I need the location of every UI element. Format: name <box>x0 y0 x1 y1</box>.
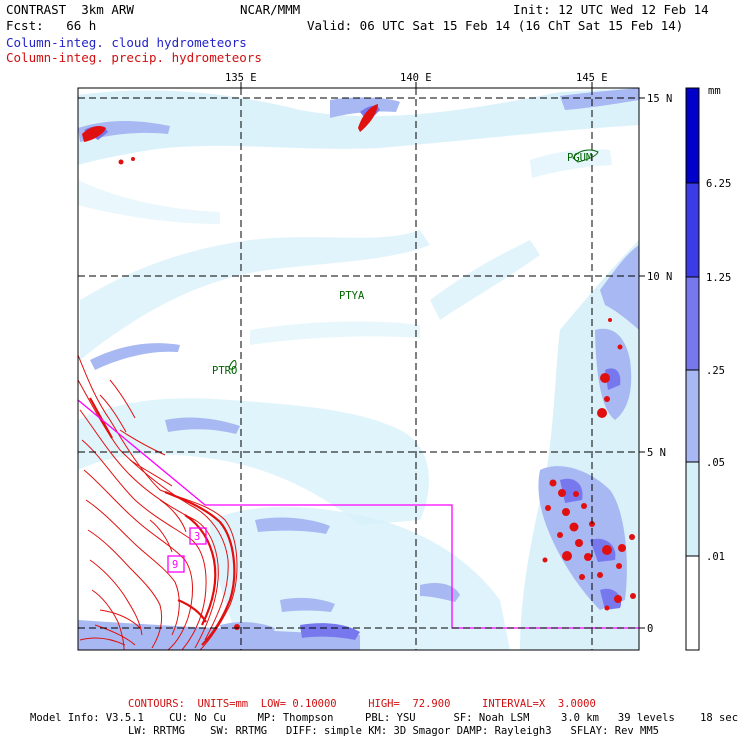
model-info-line2: LW: RRTMG SW: RRTMG DIFF: simple KM: 3D … <box>128 725 660 737</box>
legend-level-0.01: .01 <box>706 551 725 563</box>
init-time: Init: 12 UTC Wed 12 Feb 14 <box>513 2 709 17</box>
station-label-ptya: PTYA <box>339 290 365 302</box>
precip-contours <box>78 354 238 650</box>
color-legend <box>685 87 700 651</box>
lon-label-145: 145 E <box>576 72 608 84</box>
organization: NCAR/MMM <box>240 2 301 17</box>
contour-label-9: 9 <box>172 559 178 571</box>
legend-swatch-6.25plus <box>686 88 699 183</box>
contour-label-3: 3 <box>194 531 200 543</box>
precip-contours-dense <box>89 397 236 646</box>
lat-label-5n: 5 N <box>647 447 666 459</box>
lon-label-135: 135 E <box>225 72 257 84</box>
legend-level-1.25: 1.25 <box>706 272 731 284</box>
legend-swatch-0.25 <box>686 277 699 370</box>
station-label-pgum: PGUM <box>567 152 592 164</box>
legend-units: mm <box>708 85 721 97</box>
lat-label-0: 0 <box>647 623 653 635</box>
cloud-shading-light <box>78 88 639 650</box>
lon-label-140: 140 E <box>400 72 432 84</box>
legend-swatch-0.01 <box>686 462 699 556</box>
plot-frame <box>77 87 640 651</box>
field-precip-label: Column-integ. precip. hydrometeors <box>6 50 262 65</box>
lat-lon-grid <box>78 88 639 650</box>
station-label-ptro: PTRO <box>212 365 237 377</box>
legend-level-0.05: .05 <box>706 457 725 469</box>
legend-swatch-0.05 <box>686 370 699 462</box>
lat-label-10n: 10 N <box>647 271 672 283</box>
field-cloud-label: Column-integ. cloud hydrometeors <box>6 35 247 50</box>
precip-cells <box>82 104 636 630</box>
legend-level-0.25: .25 <box>706 365 725 377</box>
legend-level-6.25: 6.25 <box>706 178 731 190</box>
axis-ticks <box>240 82 645 629</box>
forecast-hour: Fcst: 66 h <box>6 18 97 33</box>
model-title: CONTRAST 3km ARW <box>6 2 134 17</box>
cloud-shading-medium <box>78 88 639 650</box>
legend-swatch-1.25 <box>686 183 699 277</box>
valid-time: Valid: 06 UTC Sat 15 Feb 14 (16 ChT Sat … <box>307 18 684 33</box>
contour-info: CONTOURS: UNITS=mm LOW= 0.10000 HIGH= 72… <box>128 698 596 710</box>
nested-domain-box <box>78 399 639 629</box>
map-plot-area <box>78 88 639 650</box>
lat-label-15n: 15 N <box>647 93 672 105</box>
model-info-line1: Model Info: V3.5.1 CU: No Cu MP: Thompso… <box>30 712 739 724</box>
legend-swatch-zero <box>686 556 699 650</box>
station-markers <box>228 149 599 370</box>
